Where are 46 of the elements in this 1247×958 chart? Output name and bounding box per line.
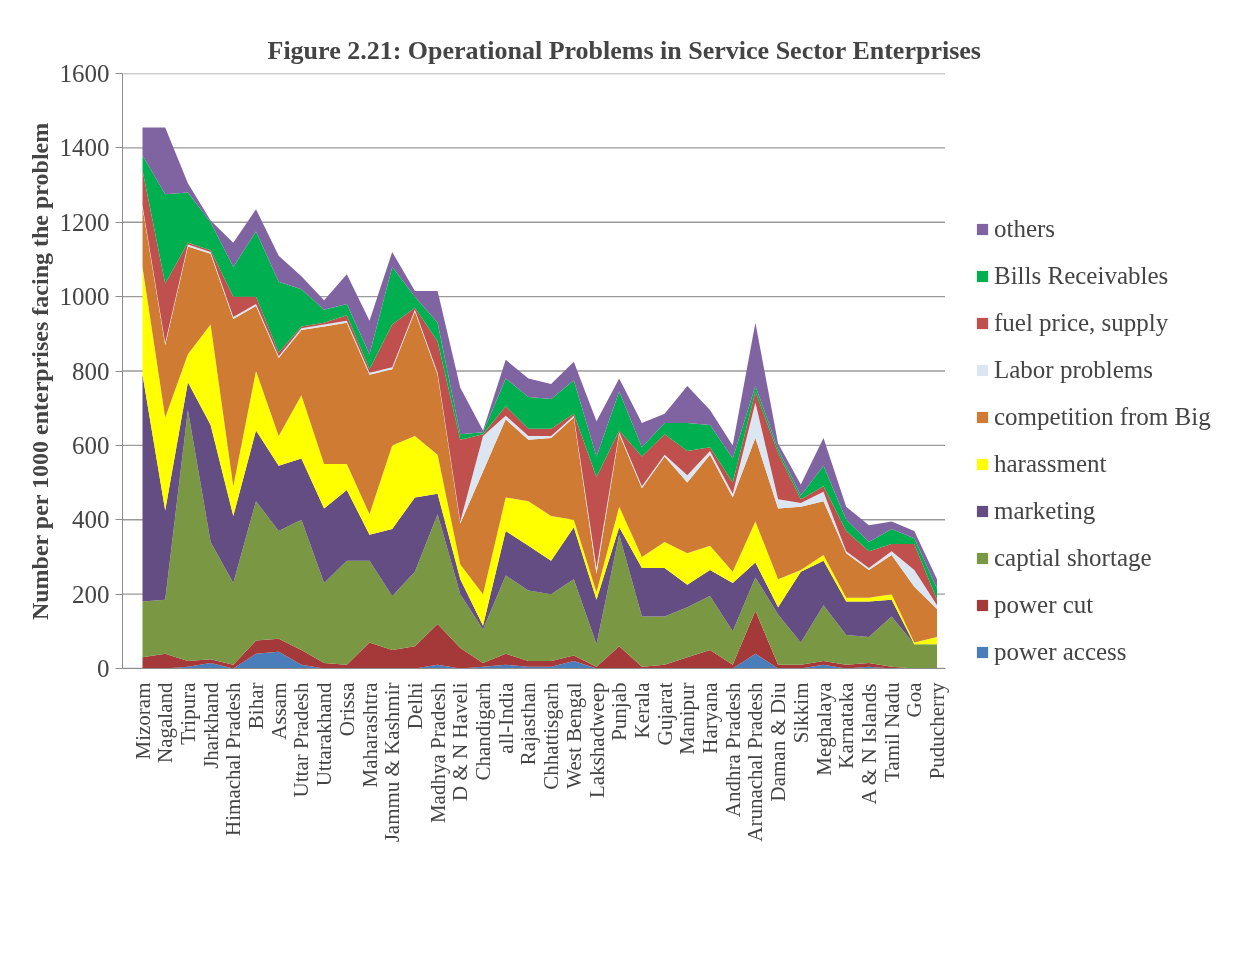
legend-label: Labor problems	[994, 356, 1153, 384]
x-tick-label: Chandigarh	[471, 682, 495, 781]
y-axis-title: Number per 1000 enterprises facing the problem	[26, 122, 53, 621]
x-tick-label: Bihar	[244, 682, 268, 730]
x-tick-label: Puducherry	[925, 682, 949, 780]
legend-label: harassment	[994, 450, 1107, 478]
x-tick-label: Daman & Diu	[766, 682, 791, 802]
y-tick-label: 0	[97, 655, 110, 682]
legend-label: marketing	[994, 497, 1096, 525]
y-tick-label: 1600	[59, 60, 110, 87]
x-tick-label: Haryana	[698, 681, 722, 754]
x-tick-label: Jammu & Kashmir	[380, 682, 405, 843]
legend-label: power access	[994, 638, 1127, 666]
x-tick-label: Sikkim	[788, 682, 813, 744]
chart-title: Figure 2.21: Operational Problems in Service Sector Enterprises	[267, 35, 981, 65]
x-tick-label: Tamil Nadu	[879, 682, 904, 782]
x-tick-label: Madhya Pradesh	[425, 682, 450, 824]
x-tick-label: Himachal Pradesh	[221, 682, 246, 836]
legend-label: power cut	[994, 591, 1094, 619]
y-tick-label: 800	[72, 357, 110, 385]
legend-label: others	[994, 215, 1056, 243]
y-tick-label: 600	[72, 431, 110, 459]
y-tick-label: 1000	[59, 283, 110, 311]
x-tick-label: Delhi	[402, 682, 427, 730]
x-tick-label: Meghalaya	[811, 681, 836, 776]
x-tick-label: Mizoram	[130, 682, 155, 760]
y-tick-label: 1200	[59, 208, 110, 236]
x-tick-label: Arunachal Pradesh	[743, 682, 768, 842]
x-tick-label: Uttarakhand	[312, 682, 337, 787]
x-tick-label: Goa	[902, 681, 927, 718]
legend-label: captial shortage	[994, 544, 1152, 572]
x-tick-label: Chhattisgarh	[539, 682, 564, 790]
y-tick-label: 400	[72, 506, 110, 534]
x-tick-label: Gujarat	[652, 682, 677, 746]
x-tick-label: Rajasthan	[516, 682, 541, 766]
y-tick-label: 1400	[59, 134, 110, 162]
x-tick-label: A & N Islands	[856, 683, 881, 805]
y-tick-label: 200	[72, 580, 110, 608]
legend-label: Bills Receivables	[994, 262, 1169, 290]
x-tick-label: Orissa	[334, 681, 359, 737]
x-tick-label: Maharashtra	[357, 681, 382, 788]
legend-label: competition from Big	[994, 403, 1211, 431]
x-tick-label: Assam	[266, 682, 291, 740]
x-tick-label: Nagaland	[153, 682, 178, 763]
x-tick-label: Uttar Pradesh	[289, 682, 314, 798]
legend-label: fuel price, supply	[994, 309, 1169, 337]
